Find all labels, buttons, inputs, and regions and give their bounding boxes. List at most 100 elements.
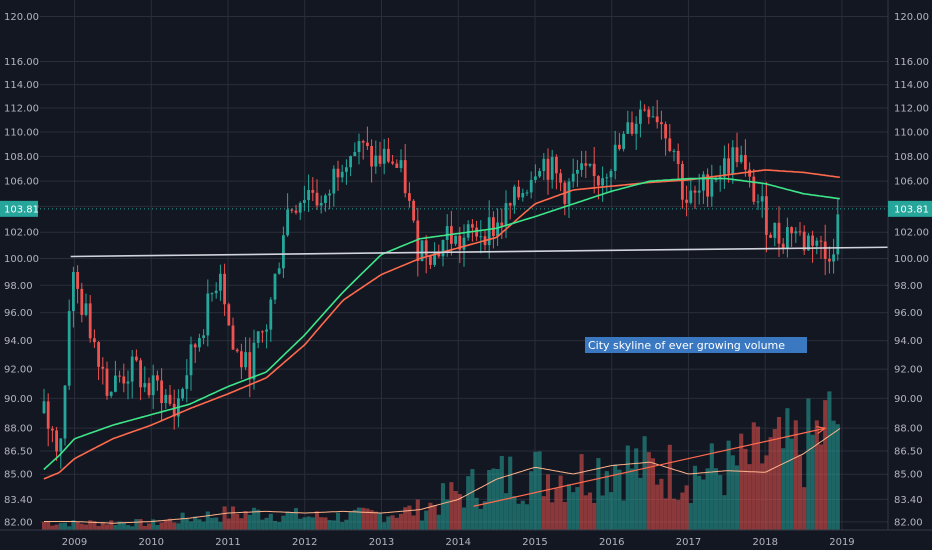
volume-bar — [596, 458, 601, 530]
candle-body — [311, 190, 315, 193]
volume-bar — [298, 518, 303, 530]
candle-body — [93, 338, 96, 343]
volume-bar — [508, 456, 513, 530]
volume-bar — [176, 523, 181, 530]
y-tick-label-right: 83.40 — [894, 495, 923, 506]
volume-bar — [823, 400, 828, 530]
volume-bar — [209, 517, 215, 530]
volume-bar — [562, 502, 567, 530]
candle-body — [437, 252, 441, 257]
volume-bar — [629, 468, 635, 530]
volume-bar — [323, 517, 328, 530]
volume-bar — [285, 511, 290, 530]
candle-body — [370, 146, 373, 167]
candle-body — [802, 231, 806, 251]
y-tick-label-right: 90.00 — [894, 394, 923, 405]
candle-body — [282, 235, 285, 269]
candle-body — [492, 217, 495, 236]
candle-body — [815, 240, 819, 246]
volume-bar — [680, 492, 685, 530]
volume-bar — [583, 495, 588, 530]
candle-body — [534, 176, 537, 180]
x-tick-label: 2012 — [292, 537, 317, 548]
candle-body — [114, 375, 117, 392]
candle-body — [525, 192, 529, 194]
volume-bar — [718, 474, 723, 530]
candle-body — [710, 179, 714, 197]
volume-bar — [667, 444, 672, 530]
volume-bar — [188, 521, 194, 530]
y-tick-label-right: 98.00 — [894, 281, 923, 292]
candle-body — [609, 170, 613, 178]
volume-bar — [646, 452, 651, 530]
candle-body — [76, 272, 79, 289]
y-tick-label-left: 114.00 — [4, 80, 39, 91]
volume-bar — [193, 516, 198, 530]
candle-body — [555, 156, 558, 174]
volume-bar — [142, 525, 147, 530]
volume-bar — [604, 471, 609, 530]
candle-body — [63, 385, 67, 439]
candle-body — [584, 163, 588, 166]
volume-bar — [327, 520, 332, 530]
volume-bar — [268, 513, 273, 530]
candle-body — [286, 209, 289, 236]
candle-body — [332, 168, 336, 194]
volume-bar — [138, 519, 143, 530]
candle-body — [773, 222, 777, 238]
volume-bar — [571, 492, 576, 530]
candle-body — [769, 234, 772, 238]
volume-bar — [608, 492, 614, 530]
volume-bar — [722, 495, 727, 530]
candle-body — [290, 209, 294, 211]
candle-body — [319, 203, 323, 206]
candle-body — [412, 200, 415, 221]
volume-bar — [545, 474, 551, 530]
volume-bar — [726, 440, 731, 530]
candle-body — [198, 338, 201, 348]
candle-body — [382, 148, 386, 164]
volume-bar — [352, 509, 357, 530]
annotation: City skyline of ever growing volume — [473, 337, 827, 507]
annotation-arrow-line — [473, 427, 826, 507]
y-tick-label-left: 90.00 — [4, 394, 33, 405]
volume-bar — [432, 505, 437, 530]
volume-bar — [655, 484, 660, 530]
candle-body — [471, 224, 474, 228]
volume-bar — [277, 522, 282, 530]
candle-body — [315, 192, 319, 206]
volume-bar — [314, 511, 320, 530]
volume-bar — [172, 522, 177, 530]
volume-bar — [348, 511, 353, 530]
candle-body — [706, 174, 709, 197]
candle-body — [752, 176, 756, 202]
volume-bar — [310, 517, 315, 530]
candle-body — [647, 109, 651, 118]
volume-bar — [159, 522, 164, 530]
candle-body — [445, 226, 449, 240]
candle-body — [723, 158, 726, 177]
volume-bar — [243, 511, 248, 530]
time-axis[interactable]: 2009 2010 2011 2012 2013 2014 2015 2016 2017 2018… — [0, 529, 932, 548]
y-tick-label-left: 108.00 — [4, 152, 39, 163]
candle-body — [597, 176, 600, 186]
volume-bar — [272, 520, 278, 530]
volume-bar — [592, 502, 597, 530]
volume-bar — [83, 524, 89, 530]
candle-body — [223, 273, 226, 305]
volume-bar — [361, 507, 366, 530]
volume-bar — [319, 517, 324, 530]
candle-body — [513, 186, 516, 206]
candle-body — [210, 293, 214, 295]
candle-body — [748, 169, 751, 177]
candle-body — [517, 186, 520, 198]
candle-body — [156, 375, 159, 381]
price-axis[interactable]: 120.00 120.00 116.00 116.00 114.00 114.00 112.… — [0, 0, 932, 530]
candle-body — [72, 272, 75, 312]
volume-bar — [663, 498, 668, 530]
volume-bar — [730, 455, 735, 530]
y-tick-label-right: 82.00 — [894, 517, 923, 528]
candle-body — [794, 231, 798, 234]
y-tick-label-right: 86.50 — [894, 446, 923, 457]
